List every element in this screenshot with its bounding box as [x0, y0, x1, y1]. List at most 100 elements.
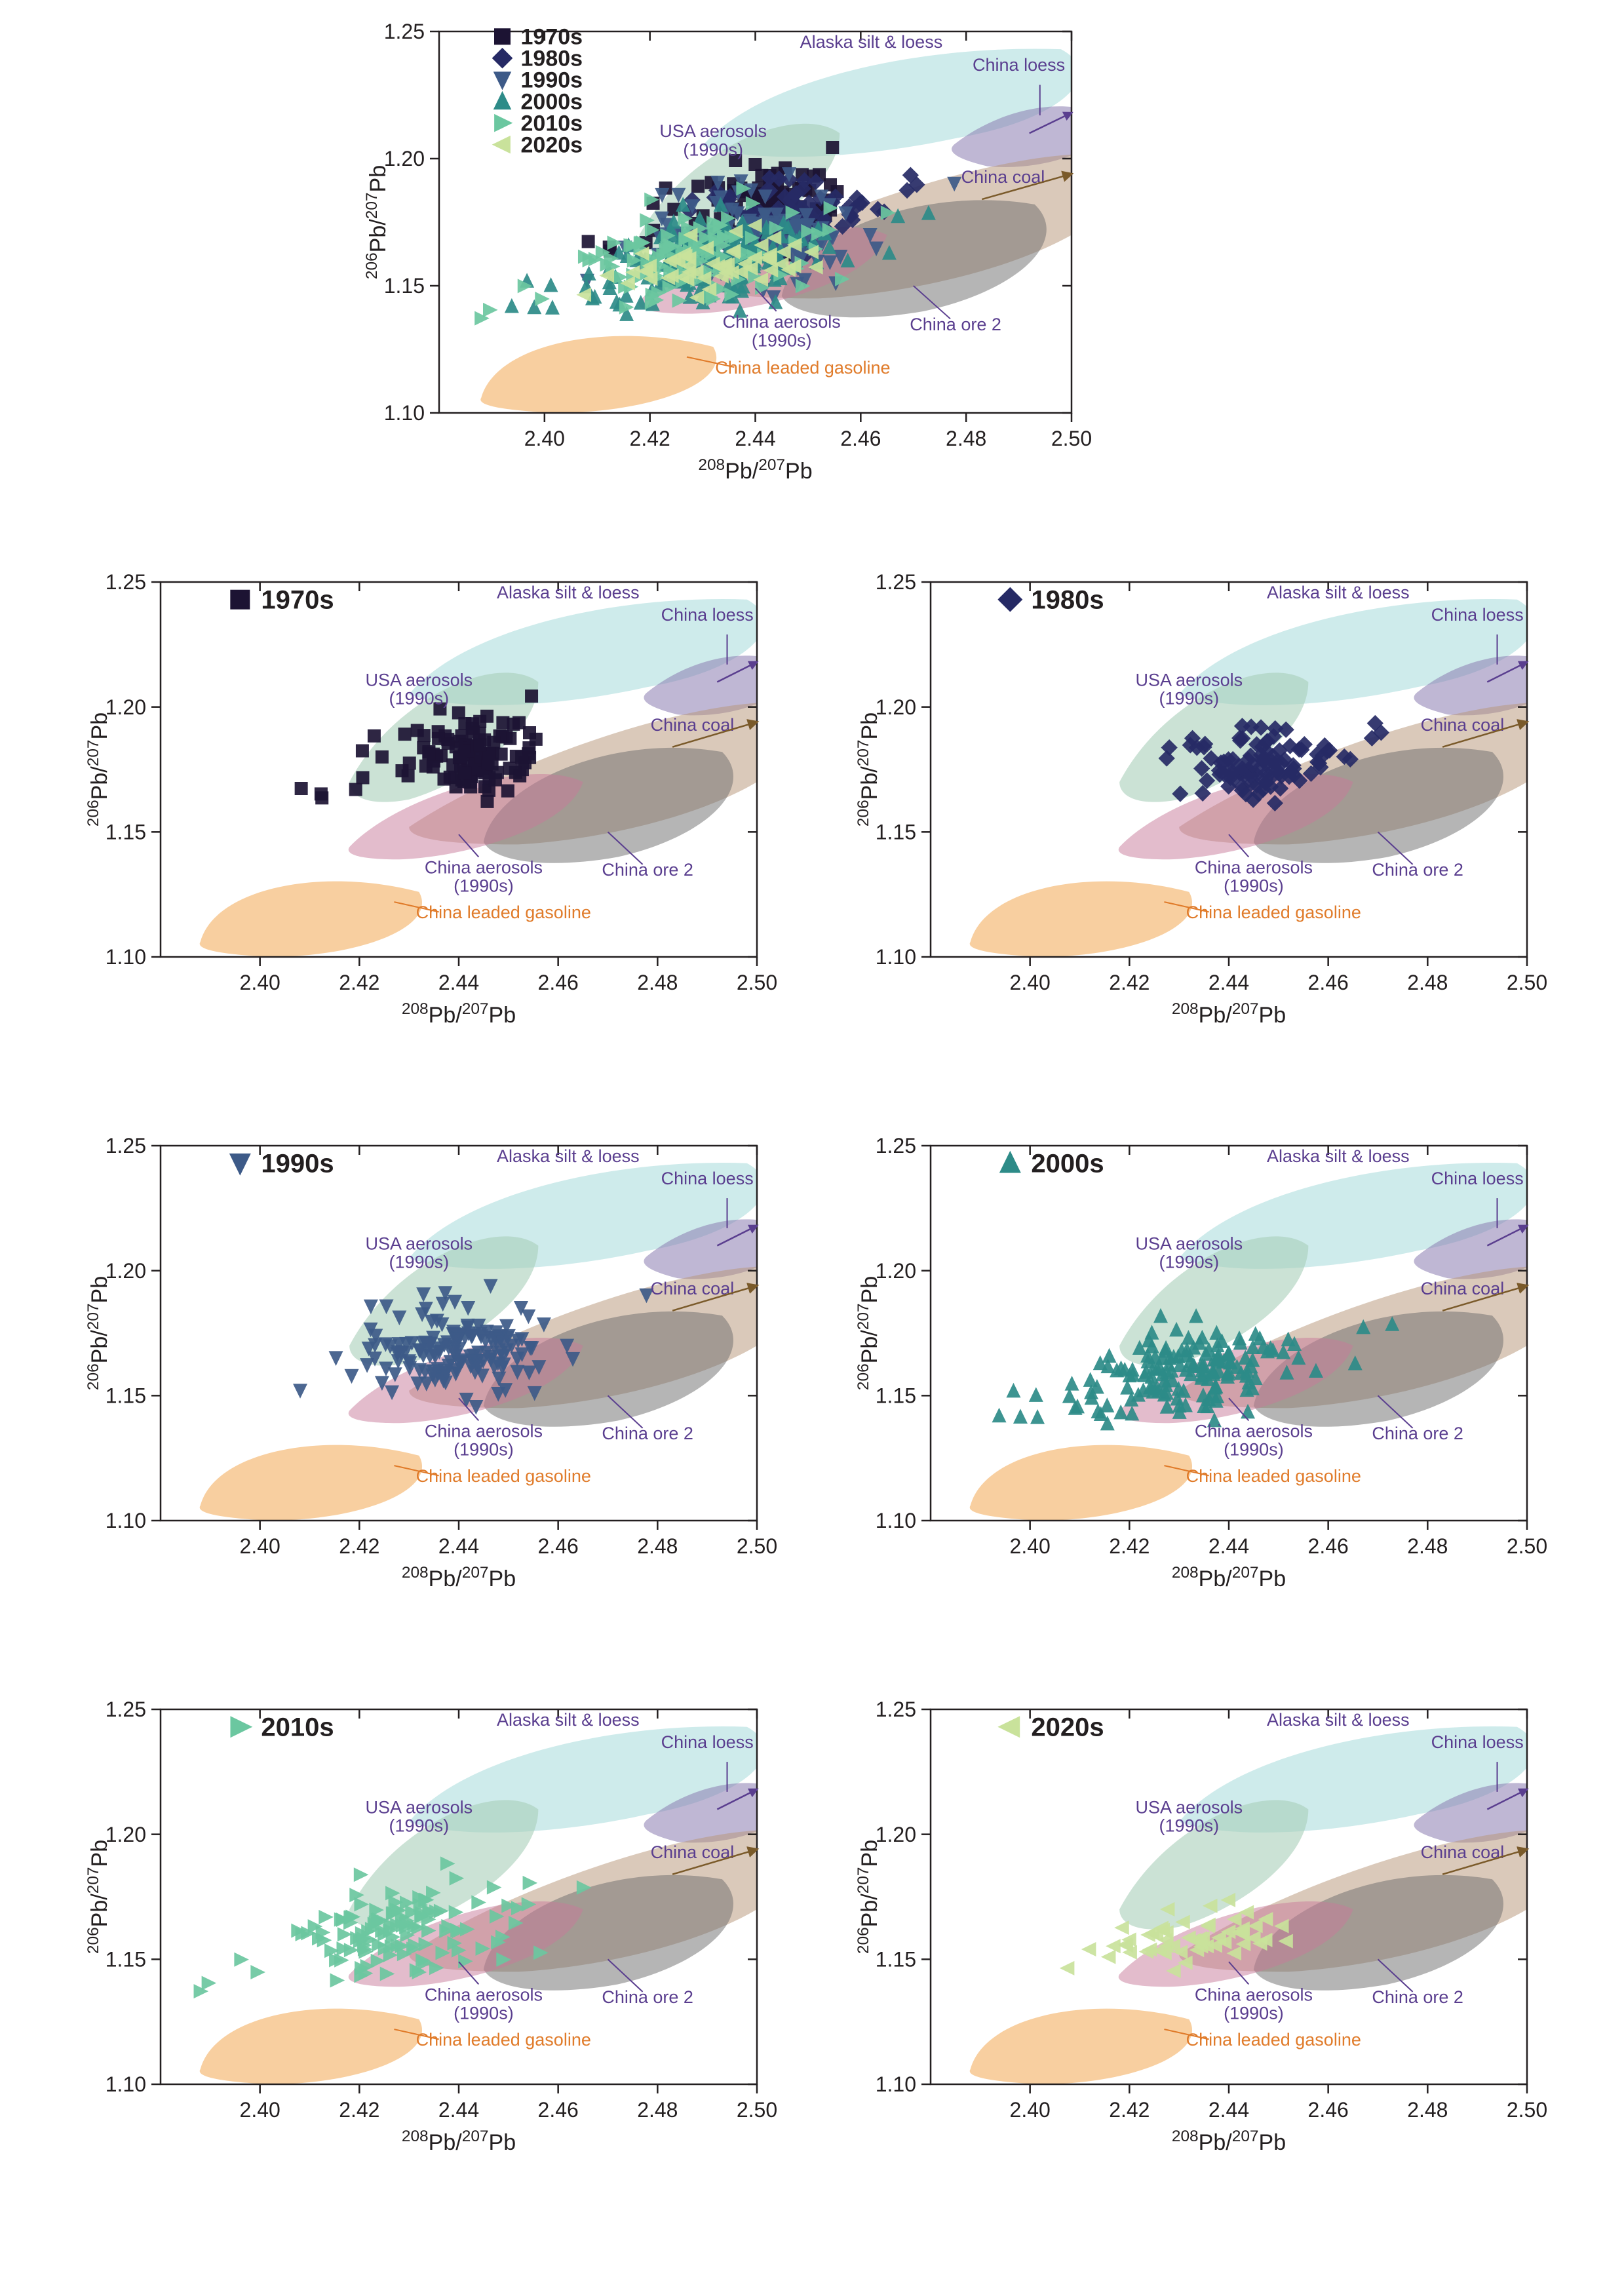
xtick-label: 2.48 [1407, 971, 1448, 994]
ytick-label: 1.10 [384, 401, 425, 425]
panel-p1980s: 2.402.422.442.462.482.501.101.151.201.25… [855, 570, 1540, 1029]
panel-p2010s: 2.402.422.442.462.482.501.101.151.201.25… [85, 1698, 770, 2156]
xtick-label: 2.48 [1407, 2098, 1448, 2122]
x-axis-label: 208Pb/207Pb [402, 1000, 516, 1028]
panel-p2020s: 2.402.422.442.462.482.501.101.151.201.25… [855, 1698, 1540, 2156]
ytick-label: 1.25 [876, 1698, 916, 1721]
xtick-label: 2.46 [1308, 1534, 1349, 1558]
field-label-chinaaero: China aerosols(1990s) [1195, 1985, 1313, 2023]
legend: 1970s1980s1990s2000s2010s2020s [492, 25, 583, 158]
panel-title-marker [230, 1716, 252, 1738]
field-label-chinaore2: China ore 2 [1372, 1424, 1463, 1443]
ytick-label: 1.10 [106, 2072, 146, 2096]
ytick-label: 1.10 [876, 945, 916, 969]
xtick-label: 2.48 [637, 1534, 678, 1558]
field-gasoline [480, 336, 716, 413]
legend-label-2020s: 2020s [521, 133, 583, 158]
ytick-label: 1.10 [106, 1509, 146, 1532]
field-gasoline [200, 882, 422, 957]
ytick-label: 1.25 [106, 1134, 146, 1157]
panel-p1970s: 2.402.422.442.462.482.501.101.151.201.25… [85, 570, 770, 1029]
xtick-label: 2.44 [438, 1534, 479, 1558]
y-axis-label: 206Pb/207Pb [85, 1276, 113, 1390]
panel-title-marker [229, 1154, 251, 1176]
y-axis-label: 206Pb/207Pb [363, 165, 391, 279]
field-label-chinaloess: China loess [661, 605, 754, 625]
field-label-chinaore2: China ore 2 [602, 1987, 693, 2007]
xtick-label: 2.40 [524, 427, 565, 450]
field-label-chinaloess: China loess [661, 1732, 754, 1752]
y-axis-label: 206Pb/207Pb [85, 712, 113, 826]
field-label-gasoline: China leaded gasoline [1186, 903, 1361, 922]
field-label-gasoline: China leaded gasoline [416, 903, 591, 922]
field-gasoline [970, 1445, 1192, 1521]
xtick-label: 2.44 [1208, 971, 1249, 994]
legend-marker-2000s [493, 91, 512, 109]
field-label-gasoline: China leaded gasoline [1186, 1466, 1361, 1486]
field-label-chinaore2: China ore 2 [1372, 1987, 1463, 2007]
xtick-label: 2.50 [737, 1534, 777, 1558]
xtick-label: 2.48 [1407, 1534, 1448, 1558]
ytick-label: 1.10 [876, 1509, 916, 1532]
xtick-label: 2.46 [538, 2098, 579, 2122]
xtick-label: 2.50 [737, 2098, 777, 2122]
panel-title-marker [230, 590, 250, 610]
panel-title: 1970s [261, 586, 334, 615]
field-label-alaska: Alaska silt & loess [1267, 1710, 1410, 1730]
panel-title-marker [997, 587, 1022, 612]
xtick-label: 2.42 [1109, 1534, 1150, 1558]
ytick-label: 1.25 [876, 570, 916, 594]
xtick-label: 2.44 [1208, 2098, 1249, 2122]
field-label-alaska: Alaska silt & loess [497, 1146, 640, 1166]
field-gasoline [200, 1445, 422, 1521]
legend-marker-1980s [492, 48, 513, 69]
ytick-label: 1.10 [876, 2072, 916, 2096]
legend-marker-1970s [494, 28, 511, 45]
field-label-alaska: Alaska silt & loess [1267, 1146, 1410, 1166]
xtick-label: 2.42 [1109, 971, 1150, 994]
xtick-label: 2.46 [1308, 971, 1349, 994]
xtick-label: 2.40 [1010, 971, 1051, 994]
field-label-chinaloess: China loess [973, 55, 1065, 75]
xtick-label: 2.42 [339, 971, 379, 994]
field-label-chinaaero: China aerosols(1990s) [425, 857, 543, 895]
x-axis-label: 208Pb/207Pb [402, 1564, 516, 1592]
x-axis-label: 208Pb/207Pb [698, 456, 812, 484]
xtick-label: 2.40 [240, 971, 280, 994]
x-axis-label: 208Pb/207Pb [402, 2128, 516, 2156]
field-gasoline [200, 2009, 422, 2084]
y-axis-label: 206Pb/207Pb [855, 1840, 883, 1954]
field-label-chinaloess: China loess [1431, 605, 1524, 625]
xtick-label: 2.48 [637, 971, 678, 994]
ytick-label: 1.15 [384, 274, 425, 298]
ytick-label: 1.25 [876, 1134, 916, 1157]
xtick-label: 2.42 [339, 2098, 379, 2122]
ytick-label: 1.15 [106, 1948, 146, 1972]
ytick-label: 1.15 [106, 1384, 146, 1408]
panel-title: 2020s [1031, 1713, 1104, 1742]
xtick-label: 2.48 [637, 2098, 678, 2122]
field-label-gasoline: China leaded gasoline [416, 2030, 591, 2050]
field-label-chinaloess: China loess [661, 1169, 754, 1188]
field-label-chinaore2: China ore 2 [1372, 860, 1463, 880]
xtick-label: 2.50 [1507, 971, 1547, 994]
xtick-label: 2.46 [538, 971, 579, 994]
x-axis-label: 208Pb/207Pb [1172, 2128, 1286, 2156]
ytick-label: 1.25 [106, 1698, 146, 1721]
panel-title: 1990s [261, 1150, 334, 1178]
ytick-label: 1.10 [106, 945, 146, 969]
y-axis-label: 206Pb/207Pb [855, 712, 883, 826]
panel-all: 2.402.422.442.462.482.501.101.151.201.25… [364, 20, 1085, 485]
field-label-gasoline: China leaded gasoline [416, 1466, 591, 1486]
field-gasoline [970, 2009, 1192, 2084]
field-label-chinaore2: China ore 2 [910, 315, 1001, 334]
field-label-chinaore2: China ore 2 [602, 1424, 693, 1443]
figure-root: 2.402.422.442.462.482.501.101.151.201.25… [0, 0, 1624, 2294]
xtick-label: 2.46 [840, 427, 881, 450]
field-label-chinaloess: China loess [1431, 1732, 1524, 1752]
xtick-label: 2.50 [1507, 1534, 1547, 1558]
field-label-chinaaero: China aerosols(1990s) [425, 1421, 543, 1459]
ytick-label: 1.15 [876, 1948, 916, 1972]
xtick-label: 2.44 [1208, 1534, 1249, 1558]
legend-marker-2020s [492, 136, 511, 154]
